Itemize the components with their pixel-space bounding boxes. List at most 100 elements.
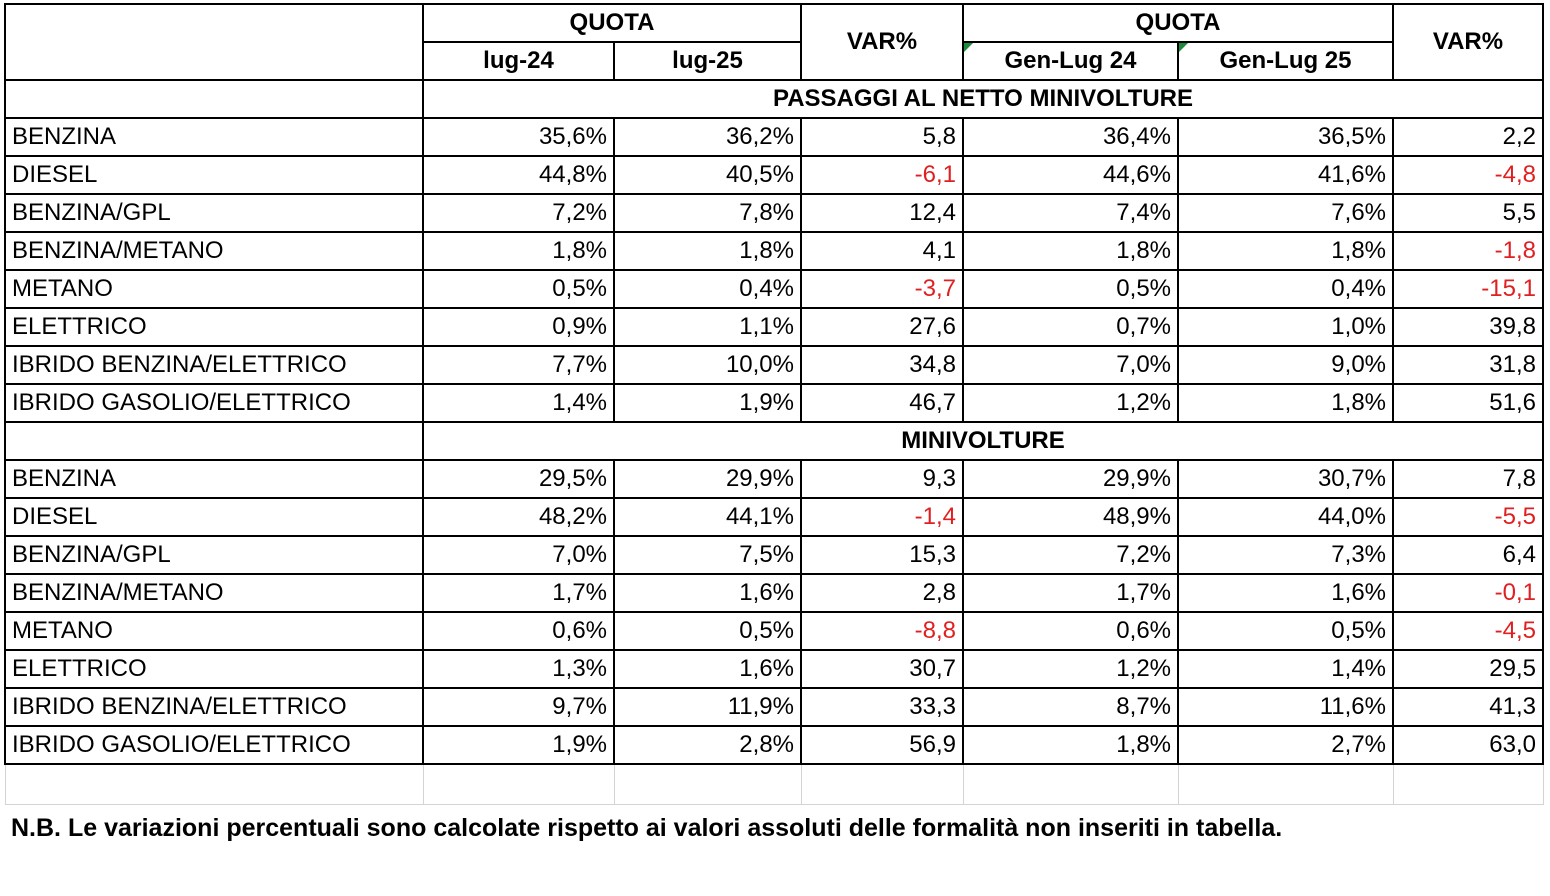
cell-var-ytd: 2,2 [1392,117,1544,157]
cell-gen25: 1,0% [1177,307,1394,347]
cell-var-ytd: 7,8 [1392,459,1544,499]
cell-lug25: 2,8% [613,725,802,765]
cell-var-ytd: 51,6 [1392,383,1544,423]
empty-cell [4,763,424,804]
cell-var-ytd: 5,5 [1392,193,1544,233]
cell-lug25: 10,0% [613,345,802,385]
cell-gen24: 1,2% [962,649,1179,689]
row-label: IBRIDO GASOLIO/ELETTRICO [4,383,424,423]
cell-lug25: 1,1% [613,307,802,347]
cell-lug24: 7,2% [422,193,615,233]
table-row: BENZINA 29,5% 29,9% 9,3 29,9% 30,7% 7,8 [4,459,1544,499]
var-header-ytd: VAR% [1392,3,1544,81]
table-row: METANO 0,6% 0,5% -8,8 0,6% 0,5% -4,5 [4,611,1544,651]
quota-header-ytd: QUOTA [962,3,1394,43]
table-row: IBRIDO GASOLIO/ELETTRICO 1,4% 1,9% 46,7 1,2%… [4,383,1544,423]
cell-var-ytd: 63,0 [1392,725,1544,765]
empty-cell [1177,763,1394,804]
section-blank-cell [4,79,424,119]
row-label: BENZINA/GPL [4,535,424,575]
fuel-share-table: QUOTA VAR% QUOTA VAR% lug-24 lug-25 Gen-… [4,3,1544,852]
row-label: DIESEL [4,155,424,195]
cell-var: -6,1 [800,155,964,195]
cell-lug25: 29,9% [613,459,802,499]
cell-gen24: 48,9% [962,497,1179,537]
cell-var: 27,6 [800,307,964,347]
cell-gen25: 0,5% [1177,611,1394,651]
col-header-lug24: lug-24 [422,41,615,81]
cell-gen24: 1,8% [962,231,1179,271]
note-row: N.B. Le variazioni percentuali sono calc… [5,803,1543,852]
cell-var: 56,9 [800,725,964,765]
cell-lug24: 0,5% [422,269,615,309]
cell-gen24: 8,7% [962,687,1179,727]
cell-gen24: 29,9% [962,459,1179,499]
cell-var-ytd: -4,5 [1392,611,1544,651]
section-row: PASSAGGI AL NETTO MINIVOLTURE [4,79,1544,119]
cell-gen25: 1,6% [1177,573,1394,613]
cell-gen24: 1,7% [962,573,1179,613]
row-label: IBRIDO BENZINA/ELETTRICO [4,687,424,727]
cell-var-ytd: -1,8 [1392,231,1544,271]
cell-lug25: 7,5% [613,535,802,575]
table-row: DIESEL 44,8% 40,5% -6,1 44,6% 41,6% -4,8 [4,155,1544,195]
cell-var-ytd: -4,8 [1392,155,1544,195]
empty-cell [613,763,802,804]
cell-gen24: 0,6% [962,611,1179,651]
cell-lug25: 1,8% [613,231,802,271]
cell-lug24: 1,3% [422,649,615,689]
cell-var: 9,3 [800,459,964,499]
cell-var: -8,8 [800,611,964,651]
cell-lug25: 36,2% [613,117,802,157]
cell-gen24: 44,6% [962,155,1179,195]
row-label: ELETTRICO [4,649,424,689]
table-row: DIESEL 48,2% 44,1% -1,4 48,9% 44,0% -5,5 [4,497,1544,537]
corner-cell [4,3,424,81]
cell-lug25: 0,5% [613,611,802,651]
cell-gen25: 2,7% [1177,725,1394,765]
empty-cell [962,763,1179,804]
cell-lug25: 1,9% [613,383,802,423]
cell-lug24: 44,8% [422,155,615,195]
cell-lug24: 1,7% [422,573,615,613]
cell-var: 5,8 [800,117,964,157]
cell-lug25: 0,4% [613,269,802,309]
cell-var-ytd: 6,4 [1392,535,1544,575]
table-row: IBRIDO BENZINA/ELETTRICO 7,7% 10,0% 34,8 7,0… [4,345,1544,385]
row-label: METANO [4,611,424,651]
cell-var: 33,3 [800,687,964,727]
cell-gen24: 1,8% [962,725,1179,765]
row-label: BENZINA [4,459,424,499]
row-label: IBRIDO GASOLIO/ELETTRICO [4,725,424,765]
section-title: MINIVOLTURE [422,421,1544,461]
cell-gen25: 44,0% [1177,497,1394,537]
cell-var-ytd: -5,5 [1392,497,1544,537]
cell-gen25: 36,5% [1177,117,1394,157]
cell-gen24: 7,2% [962,535,1179,575]
empty-cell [800,763,964,804]
cell-var: -1,4 [800,497,964,537]
row-label: ELETTRICO [4,307,424,347]
cell-var-ytd: 41,3 [1392,687,1544,727]
cell-lug24: 1,4% [422,383,615,423]
table-row: IBRIDO GASOLIO/ELETTRICO 1,9% 2,8% 56,9 1,8%… [4,725,1544,765]
empty-cell [1392,763,1544,804]
row-label: METANO [4,269,424,309]
section-row: MINIVOLTURE [4,421,1544,461]
table-row: BENZINA 35,6% 36,2% 5,8 36,4% 36,5% 2,2 [4,117,1544,157]
cell-gen24: 36,4% [962,117,1179,157]
section-title: PASSAGGI AL NETTO MINIVOLTURE [422,79,1544,119]
cell-var: 15,3 [800,535,964,575]
cell-lug25: 44,1% [613,497,802,537]
cell-lug24: 29,5% [422,459,615,499]
table-row: BENZINA/GPL 7,0% 7,5% 15,3 7,2% 7,3% 6,4 [4,535,1544,575]
cell-var: 34,8 [800,345,964,385]
empty-row [4,763,1544,804]
cell-gen25: 7,3% [1177,535,1394,575]
cell-gen24: 7,4% [962,193,1179,233]
cell-var: 2,8 [800,573,964,613]
table-row: BENZINA/METANO 1,7% 1,6% 2,8 1,7% 1,6% -0,1 [4,573,1544,613]
cell-lug25: 1,6% [613,573,802,613]
cell-lug24: 0,9% [422,307,615,347]
cell-lug24: 35,6% [422,117,615,157]
